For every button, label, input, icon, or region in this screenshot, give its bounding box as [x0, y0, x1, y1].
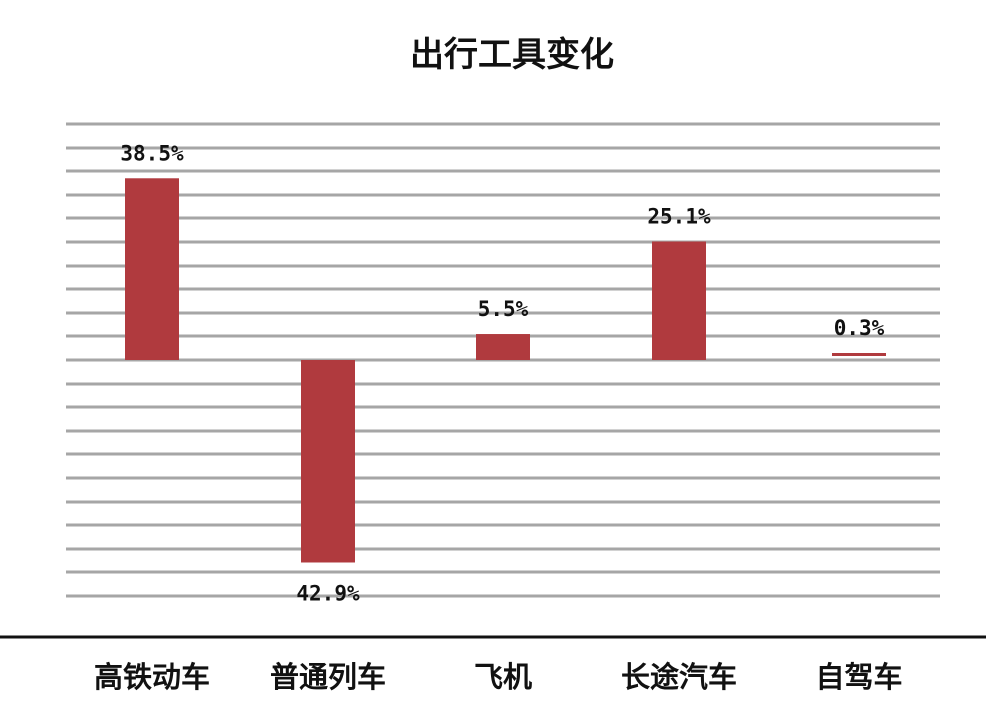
bar [125, 178, 179, 360]
bars [125, 178, 886, 563]
bar [652, 241, 706, 360]
data-label: 38.5% [120, 141, 184, 165]
data-labels: 38.5% 42.9% 5.5% 25.1% 0.3% [120, 141, 884, 605]
data-label: 42.9% [296, 581, 360, 605]
bar [832, 353, 886, 356]
category-label: 自驾车 [815, 660, 902, 694]
category-label: 普通列车 [270, 660, 386, 694]
data-label: 5.5% [478, 297, 529, 321]
gridlines [66, 122, 940, 598]
category-label: 长途汽车 [621, 660, 737, 694]
bar [301, 360, 355, 563]
category-label: 飞机 [474, 660, 532, 694]
category-label: 高铁动车 [94, 660, 210, 694]
chart-title: 出行工具变化 [410, 35, 614, 75]
bar [476, 334, 530, 360]
data-label: 0.3% [834, 316, 885, 340]
category-labels: 高铁动车 普通列车 飞机 长途汽车 自驾车 [94, 660, 903, 694]
data-label: 25.1% [647, 205, 711, 229]
